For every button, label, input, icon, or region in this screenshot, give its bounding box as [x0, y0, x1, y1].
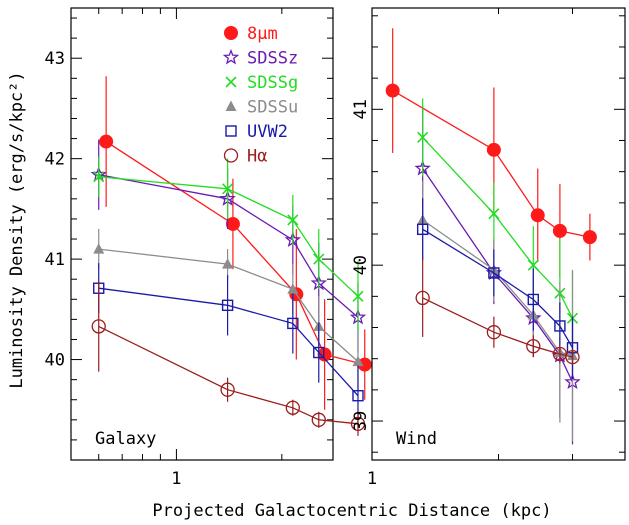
legend-marker-8um	[224, 26, 238, 40]
data-point-halpha	[91, 319, 106, 334]
data-point-8um	[385, 83, 400, 98]
data-point-uvw2	[488, 267, 500, 279]
series-halpha	[415, 258, 580, 365]
x-axis-label: Projected Galactocentric Distance (kpc)	[152, 501, 551, 521]
y-tick-label: 40	[45, 351, 65, 371]
legend-item-sdssz: SDSSz	[222, 48, 298, 69]
legend-marker-halpha	[223, 148, 239, 163]
y-tick-label: 43	[45, 49, 65, 69]
data-point-sdssg	[352, 290, 364, 302]
legend-item-halpha: Hα	[223, 147, 267, 167]
legend-label-sdssg: SDSSg	[247, 73, 298, 93]
wind-ticks: 39 40 41 1	[351, 8, 626, 489]
series-sdssu	[417, 181, 578, 442]
x-tick-label: 1	[367, 469, 377, 489]
data-point-8um	[552, 223, 567, 238]
data-point-halpha	[565, 349, 580, 365]
data-point-8um	[99, 134, 114, 149]
data-point-uvw2	[287, 317, 299, 330]
data-point-8um	[486, 142, 501, 157]
data-point-8um	[530, 208, 545, 223]
series-sdssz	[90, 139, 367, 353]
series-sdssu	[93, 228, 364, 392]
legend-item-sdssu: SDSSu	[225, 98, 298, 118]
data-point-uvw2	[554, 320, 566, 332]
data-point-halpha	[311, 412, 326, 427]
series-halpha	[91, 281, 366, 436]
galaxy-ticks: 40 41 42 43 1	[45, 8, 333, 489]
data-point-halpha	[350, 416, 366, 431]
data-point-sdssg	[313, 253, 325, 265]
wind-panel: 39 40 41 1 Wind	[351, 7, 626, 489]
y-tick-label: 42	[45, 150, 65, 170]
legend-label-uvw2: UVW2	[247, 122, 288, 142]
y-axis-label: Luminosity Density (erg/s/kpc²)	[7, 71, 27, 388]
wind-panel-label: Wind	[396, 429, 437, 449]
galaxy-series	[90, 76, 372, 436]
legend-label-halpha: Hα	[247, 147, 267, 167]
y-tick-label: 40	[351, 255, 371, 275]
series-sdssg	[93, 156, 364, 332]
legend-item-8um: 8μm	[224, 24, 278, 44]
legend-label-sdssu: SDSSu	[247, 98, 298, 118]
legend-marker-sdssg	[225, 76, 237, 88]
data-point-uvw2	[416, 223, 429, 236]
data-point-8um	[225, 216, 240, 231]
data-point-uvw2	[221, 299, 234, 312]
x-tick-label: 1	[171, 469, 181, 489]
legend-marker-uvw2	[225, 125, 237, 137]
series-line-sdssu	[422, 219, 573, 357]
series-uvw2	[416, 198, 579, 379]
legend-label-sdssz: SDSSz	[247, 49, 298, 69]
data-point-halpha	[220, 382, 235, 397]
data-point-sdssu	[287, 283, 299, 294]
series-line-sdssg	[422, 136, 574, 319]
legend: 8μm SDSSz SDSSg SDSSu UVW2 Hα	[222, 24, 298, 167]
data-point-sdssg	[222, 183, 234, 195]
legend-marker-sdssu	[225, 100, 237, 111]
data-point-uvw2	[352, 390, 364, 402]
legend-item-sdssg: SDSSg	[225, 73, 298, 93]
data-point-halpha	[486, 325, 502, 340]
series-line-uvw2	[422, 228, 574, 349]
data-point-sdssg	[287, 214, 299, 226]
data-point-uvw2	[313, 346, 325, 359]
y-tick-label: 39	[351, 411, 371, 431]
data-point-sdssg	[417, 131, 429, 143]
data-point-sdssu	[93, 243, 105, 254]
data-point-halpha	[285, 400, 300, 415]
y-tick-label: 41	[351, 99, 371, 119]
galaxy-plot-frame	[70, 7, 334, 461]
series-line-8um	[105, 141, 365, 366]
data-point-sdssu	[222, 258, 234, 269]
legend-item-uvw2: UVW2	[225, 122, 288, 142]
legend-marker-sdssz	[222, 48, 240, 65]
y-tick-label: 41	[45, 250, 65, 270]
legend-label-8um: 8μm	[247, 24, 278, 44]
wind-series	[385, 28, 597, 445]
data-point-sdssg	[527, 259, 539, 271]
data-point-uvw2	[527, 293, 539, 306]
data-point-sdssu	[352, 355, 364, 367]
data-point-sdssg	[488, 208, 500, 220]
galaxy-panel: 40 41 42 43 1 Galaxy	[45, 7, 372, 489]
series-8um	[385, 28, 597, 278]
data-point-sdssg	[93, 171, 105, 183]
data-point-8um	[582, 230, 597, 245]
data-point-halpha	[526, 339, 541, 354]
data-point-halpha	[415, 290, 430, 306]
galaxy-panel-label: Galaxy	[95, 429, 156, 449]
